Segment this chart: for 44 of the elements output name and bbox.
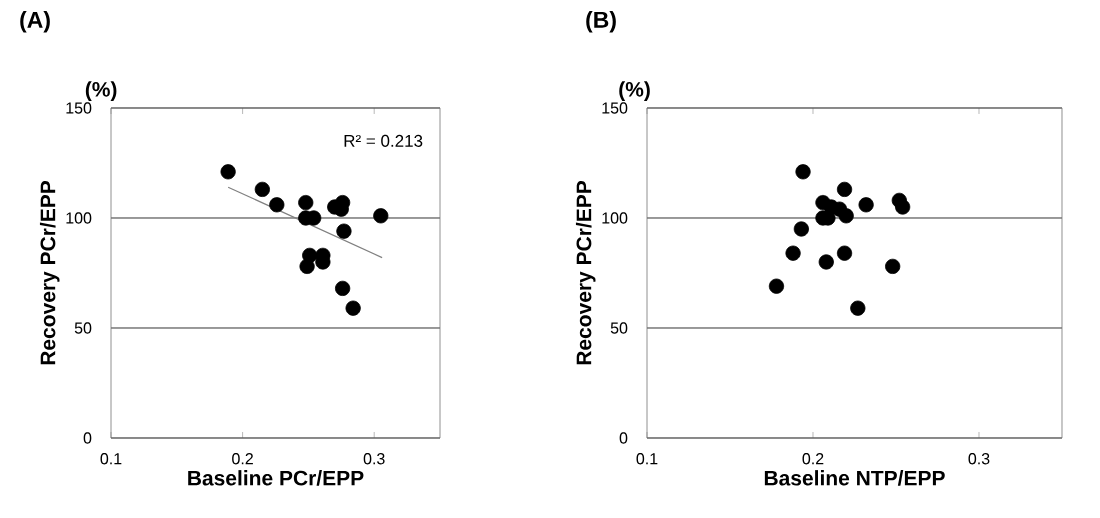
x-tick-label: 0.2 [232, 453, 253, 465]
y-tick-label: 100 [66, 212, 92, 224]
y-tick-label: 150 [66, 102, 92, 114]
point [858, 197, 874, 213]
point [336, 223, 352, 239]
point [298, 194, 314, 211]
point [768, 278, 785, 294]
point [850, 300, 866, 316]
x-tick-label: 0.3 [363, 453, 385, 465]
point [299, 258, 315, 274]
point [254, 181, 270, 197]
x-tick-label: 0.3 [968, 453, 990, 465]
y-tick-label: 0 [619, 432, 628, 444]
point [838, 208, 854, 224]
chart-title: (A) [20, 11, 50, 33]
point [885, 258, 901, 274]
y-tick-label: 50 [74, 322, 92, 334]
x-tick-label: 0.1 [636, 453, 658, 465]
x-axis-title: Baseline PCr/EPP [188, 470, 364, 486]
text: (%) [85, 81, 117, 101]
point [818, 254, 834, 270]
y-tick-label: 100 [602, 212, 628, 224]
y-axis-title: Recovery PCr/EPP [39, 180, 60, 365]
y-tick-label: 0 [83, 432, 92, 444]
x-tick-label: 0.2 [802, 453, 824, 465]
y-tick-label: 150 [602, 102, 628, 114]
point [895, 199, 911, 215]
point [220, 164, 236, 180]
point [836, 181, 853, 197]
y-axis-title: Recovery PCr/EPP [575, 180, 596, 365]
x-axis-title: Baseline NTP/EPP [764, 470, 945, 486]
annotation: R² = 0.213 [344, 134, 423, 147]
point [836, 245, 853, 261]
chart-title: (B) [586, 11, 616, 33]
point [785, 245, 801, 261]
point [795, 164, 811, 180]
point [373, 208, 389, 224]
point [793, 221, 809, 237]
text: (%) [619, 81, 650, 101]
x-tick-label: 0.1 [100, 453, 122, 465]
y-tick-label: 50 [610, 322, 628, 334]
point [345, 300, 361, 316]
point [335, 280, 351, 296]
point [269, 197, 285, 213]
